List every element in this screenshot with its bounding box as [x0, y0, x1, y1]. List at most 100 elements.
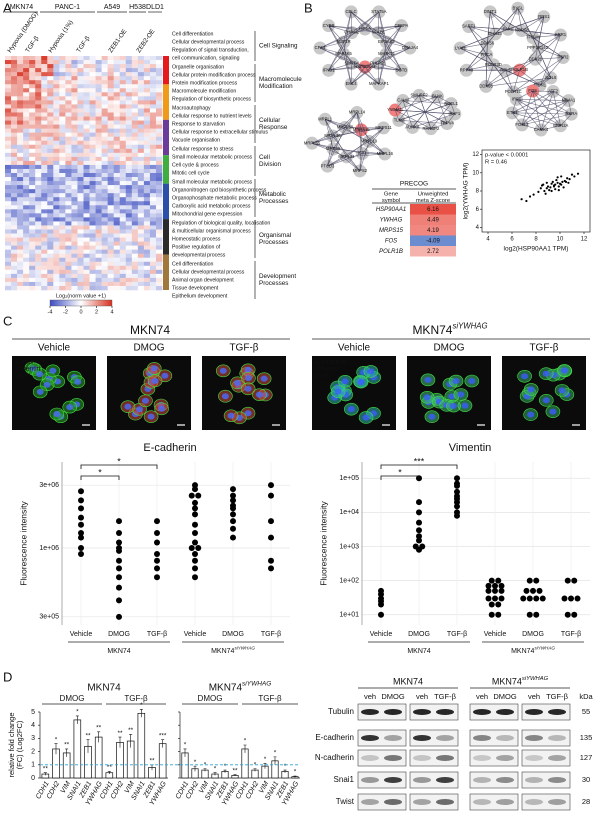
- heatmap-cell: [155, 100, 163, 105]
- scatter-point: [550, 182, 553, 185]
- heatmap-cell: [119, 132, 127, 137]
- heatmap-cell: [77, 108, 84, 113]
- group-name: Metabolic: [259, 191, 286, 198]
- heatmap-cell: [11, 237, 18, 242]
- dot: [416, 527, 422, 534]
- nucleus: [53, 410, 61, 417]
- nucleus: [357, 379, 365, 386]
- heatmap-cell: [5, 136, 12, 142]
- heatmap-cell: [149, 277, 157, 283]
- dot: [230, 511, 236, 518]
- heatmap-cell: [11, 257, 18, 263]
- heatmap-cell: [137, 100, 145, 105]
- heatmap-cell: [5, 84, 12, 89]
- heatmap-cell: [17, 197, 24, 202]
- dot: [495, 601, 502, 608]
- heatmap-cell: [77, 193, 84, 198]
- heatmap-cell: [149, 92, 157, 97]
- network-edge: [386, 25, 402, 55]
- heatmap-cell: [125, 241, 133, 246]
- heatmap-cell: [149, 217, 157, 222]
- heatmap-cell: [89, 261, 96, 267]
- heatmap-cell: [53, 68, 60, 73]
- heatmap-cell: [23, 92, 30, 97]
- heatmap-cell: [95, 217, 102, 222]
- heatmap-cell: [17, 60, 24, 65]
- error-bar: [86, 739, 90, 753]
- heatmap-cell: [149, 68, 157, 73]
- network-edge: [328, 25, 379, 33]
- heatmap-cell: [101, 96, 108, 101]
- heatmap-cell: [119, 76, 127, 81]
- dot: [268, 518, 274, 525]
- heatmap-cell: [65, 217, 72, 222]
- heatmap-cell: [35, 160, 42, 166]
- condition: Hypoxia (DMOG): [6, 11, 39, 55]
- nucleus: [448, 393, 456, 400]
- heatmap-cell: [59, 281, 66, 287]
- heatmap-cell: [95, 140, 102, 146]
- heatmap-cell: [35, 96, 42, 101]
- heatmap-cell: [83, 197, 90, 202]
- heatmap-cell: [83, 233, 90, 238]
- heatmap-cell: [53, 160, 60, 166]
- heatmap-cell: [5, 148, 12, 154]
- nucleus: [36, 371, 44, 378]
- heatmap-cell: [53, 193, 60, 198]
- scatter-point: [562, 186, 565, 189]
- scatter-point: [566, 177, 569, 180]
- heatmap-cell: [119, 265, 127, 271]
- error-bar: [54, 743, 58, 755]
- heatmap-cell: [101, 237, 108, 242]
- heatmap-cell: [41, 277, 48, 283]
- heatmap-cell: [29, 168, 36, 174]
- heatmap-cell: [113, 68, 121, 73]
- heatmap-cell: [65, 168, 72, 174]
- heatmap-cell: [29, 56, 36, 61]
- heatmap-cell: [149, 76, 157, 81]
- panel-label: C: [3, 313, 12, 328]
- heatmap-cell: [143, 132, 151, 137]
- nucleus: [244, 385, 252, 392]
- heatmap-cell: [35, 185, 42, 190]
- heatmap-cell: [71, 245, 78, 250]
- network-edge: [364, 28, 411, 49]
- heatmap-cell: [35, 233, 42, 238]
- heatmap-cell: [143, 173, 151, 178]
- heatmap-cell: [17, 84, 24, 89]
- heatmap-cell: [71, 193, 78, 198]
- heatmap-cell: [59, 156, 66, 162]
- condition: Hypoxia (1%): [47, 19, 74, 54]
- heatmap-cell: [71, 241, 78, 246]
- dot: [154, 551, 160, 558]
- heatmap-cell: [53, 185, 60, 190]
- heatmap-cell: [101, 273, 108, 279]
- heatmap-cell: [125, 124, 133, 129]
- heatmap-cell: [17, 253, 24, 259]
- heatmap-cell: [47, 152, 54, 158]
- blot-band: [525, 735, 543, 741]
- heatmap-cell: [149, 80, 157, 85]
- heatmap-cell: [17, 116, 24, 121]
- nucleus: [136, 406, 144, 413]
- heatmap-cell: [17, 64, 24, 69]
- heatmap-cell: [119, 116, 127, 121]
- heatmap-cell: [137, 241, 145, 246]
- network-edge: [468, 26, 488, 44]
- network-edge: [537, 34, 561, 49]
- heatmap-cell: [23, 76, 30, 81]
- heatmap-cell: [89, 128, 96, 133]
- heatmap-cell: [113, 56, 121, 61]
- network-edge: [350, 11, 387, 43]
- network-edge: [516, 99, 572, 115]
- heatmap-cell: [149, 261, 157, 267]
- heatmap-cell: [17, 273, 24, 279]
- nucleus: [150, 365, 158, 372]
- heatmap-cell: [35, 148, 42, 154]
- heatmap-cell: [101, 277, 108, 283]
- heatmap-cell: [83, 241, 90, 246]
- significance-label: **: [43, 765, 49, 772]
- heatmap-cell: [131, 112, 139, 117]
- heatmap-cell: [101, 261, 108, 267]
- heatmap-cell: [29, 209, 36, 214]
